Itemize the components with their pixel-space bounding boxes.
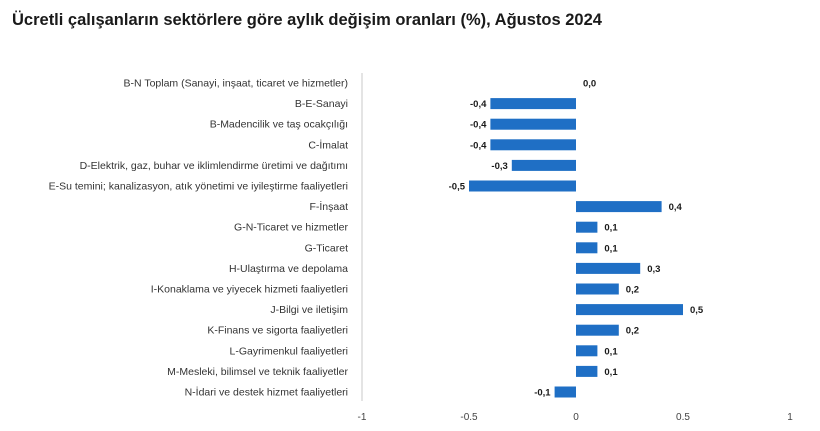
- value-label: 0,1: [604, 367, 618, 378]
- bar: [554, 386, 576, 398]
- bar: [576, 345, 598, 357]
- bar: [490, 139, 576, 151]
- value-labels-layer: 0,0 -0,4 -0,4 -0,4 -0,3 -0,5 0,4 0,1 0,1 0,3 0,2 0,…: [449, 79, 704, 399]
- value-label: 0,5: [690, 305, 704, 316]
- category-label: E-Su temini; kanalizasyon, atık yönetimi…: [49, 181, 348, 193]
- x-tick-label: 0.5: [676, 412, 690, 423]
- value-label: -0,4: [470, 99, 487, 110]
- value-label: 0,4: [669, 202, 683, 213]
- bar: [576, 283, 619, 295]
- category-label: D-Elektrik, gaz, buhar ve iklimlendirme …: [80, 160, 348, 172]
- category-labels-layer: B-N Toplam (Sanayi, inşaat, ticaret ve h…: [49, 78, 349, 399]
- category-label: B-E-Sanayi: [295, 98, 348, 110]
- value-label: 0,1: [604, 243, 618, 254]
- value-label: 0,2: [626, 326, 639, 337]
- bar: [469, 180, 576, 192]
- value-label: -0,4: [470, 140, 487, 151]
- bars-layer: [469, 98, 683, 398]
- x-tick-label: 1: [787, 412, 793, 423]
- category-label: J-Bilgi ve iletişim: [270, 304, 348, 316]
- category-label: F-İnşaat: [309, 200, 348, 213]
- value-label: 0,2: [626, 285, 639, 296]
- bar: [576, 221, 598, 233]
- chart-title: Ücretli çalışanların sektörlere göre ayl…: [12, 11, 602, 29]
- bar: [576, 242, 598, 254]
- bar: [490, 98, 576, 110]
- value-label: -0,3: [491, 161, 507, 172]
- category-label: K-Finans ve sigorta faaliyetleri: [207, 325, 348, 337]
- bar: [576, 304, 683, 316]
- value-label: 0,3: [647, 264, 660, 275]
- value-label: 0,1: [604, 223, 618, 234]
- bar: [576, 324, 619, 336]
- category-label: G-Ticaret: [305, 242, 348, 254]
- category-label: C-İmalat: [308, 138, 348, 151]
- category-label: I-Konaklama ve yiyecek hizmeti faaliyetl…: [151, 284, 348, 296]
- value-label: 0,1: [604, 346, 618, 357]
- value-label: 0,0: [583, 79, 596, 90]
- bar: [490, 118, 576, 130]
- category-label: L-Gayrimenkul faaliyetleri: [230, 345, 348, 357]
- bar: [511, 159, 576, 171]
- value-label: -0,1: [534, 388, 551, 399]
- x-tick-label: -1: [358, 412, 367, 423]
- category-label: B-N Toplam (Sanayi, inşaat, ticaret ve h…: [124, 78, 348, 90]
- category-label: G-N-Ticaret ve hizmetler: [234, 222, 348, 234]
- value-label: -0,4: [470, 120, 487, 131]
- value-label: -0,5: [449, 182, 466, 193]
- x-tick-label: 0: [573, 412, 579, 423]
- bar: [576, 365, 598, 377]
- bar: [576, 201, 662, 213]
- x-tick-label: -0.5: [460, 412, 478, 423]
- x-tick-labels-layer: -1 -0.5 0 0.5 1: [358, 412, 794, 423]
- bar: [576, 262, 641, 274]
- category-label: B-Madencilik ve taş ocakçılığı: [210, 119, 348, 131]
- category-label: N-İdari ve destek hizmet faaliyetleri: [185, 386, 348, 399]
- category-label: M-Mesleki, bilimsel ve teknik faaliyetle…: [167, 366, 348, 378]
- category-label: H-Ulaştırma ve depolama: [229, 263, 348, 275]
